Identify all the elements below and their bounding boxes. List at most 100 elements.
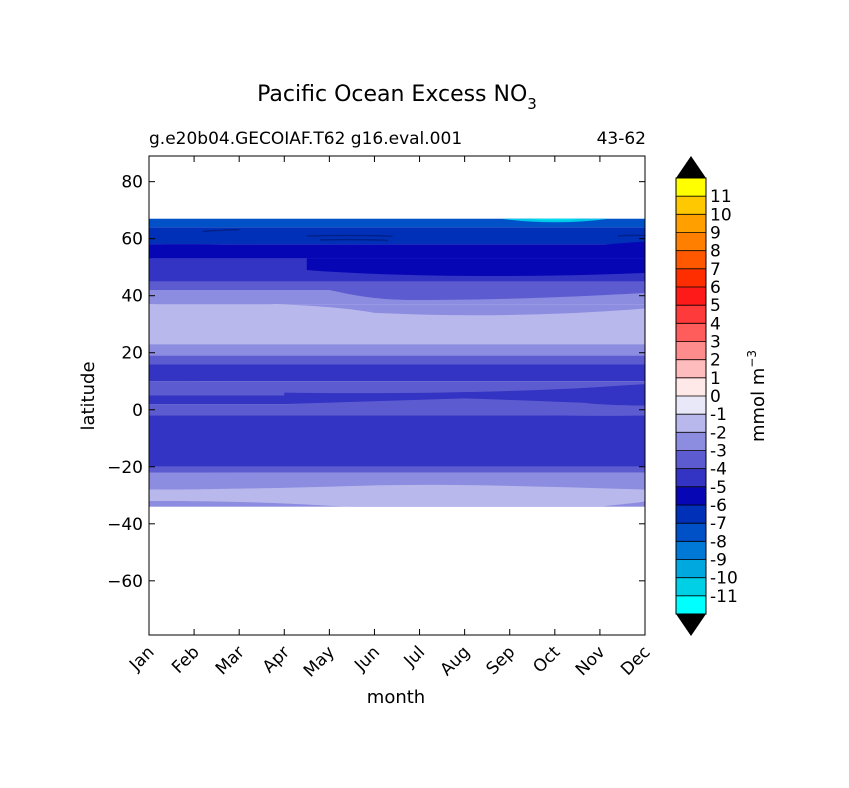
colorbar-swatch bbox=[676, 232, 706, 252]
colorbar-swatch bbox=[676, 523, 706, 542]
contour-detail bbox=[306, 258, 645, 277]
colorbar-swatch bbox=[676, 359, 706, 379]
colorbar-swatch bbox=[676, 432, 706, 451]
contour-line bbox=[617, 234, 646, 237]
x-axis-label: month bbox=[367, 687, 425, 708]
colorbar-swatch bbox=[676, 305, 706, 324]
chart-subtitle-left: g.e20b04.GECOIAF.T62 g16.eval.001 bbox=[149, 129, 462, 149]
colorbar-swatch bbox=[676, 414, 706, 433]
contour-line bbox=[306, 234, 393, 238]
colorbar-swatch bbox=[676, 196, 706, 215]
colorbar-label: mmol m−3 bbox=[745, 350, 769, 442]
colorbar-swatch bbox=[676, 559, 706, 579]
colorbar-swatch bbox=[676, 287, 706, 306]
contour-band bbox=[149, 355, 645, 365]
plot-frame bbox=[148, 155, 646, 636]
colorbar-swatch bbox=[676, 396, 706, 415]
colorbar-tick-label: -6 bbox=[710, 496, 727, 516]
colorbar-tick-label: 10 bbox=[710, 205, 732, 225]
colorbar-swatch bbox=[676, 214, 706, 233]
colorbar-tick-label: -5 bbox=[710, 478, 727, 498]
contour-detail bbox=[284, 384, 645, 396]
y-tick-label: 20 bbox=[121, 344, 143, 364]
y-tick-label: −40 bbox=[107, 515, 143, 535]
colorbar-tick-label: -1 bbox=[710, 405, 727, 425]
y-tick-label: 40 bbox=[121, 287, 143, 307]
y-tick-label: 80 bbox=[121, 173, 143, 193]
contour-detail bbox=[329, 287, 645, 300]
colorbar-swatch bbox=[676, 505, 706, 524]
colorbar-tick-label: -10 bbox=[710, 569, 738, 589]
contour-details bbox=[149, 218, 646, 507]
contour-band bbox=[149, 364, 645, 382]
colorbar-swatch bbox=[676, 595, 706, 615]
contour-detail bbox=[284, 398, 645, 416]
colorbar-tick-label: -7 bbox=[710, 514, 727, 534]
colorbar-swatches bbox=[676, 178, 706, 615]
x-tick-label: Feb bbox=[168, 642, 203, 677]
contour-detail bbox=[149, 484, 645, 507]
y-tick-label: 0 bbox=[132, 401, 143, 421]
contour-detail bbox=[149, 466, 645, 473]
contour-band bbox=[149, 227, 645, 245]
colorbar-swatch bbox=[676, 468, 706, 488]
colorbar-swatch bbox=[676, 377, 706, 397]
x-tick-label: Apr bbox=[259, 642, 294, 677]
y-tick-label: −20 bbox=[107, 458, 143, 478]
x-tick-label: Jan bbox=[125, 642, 158, 675]
colorbar-swatch bbox=[676, 268, 706, 288]
contour-band bbox=[149, 395, 645, 405]
colorbar-tick-label: 1 bbox=[710, 369, 721, 389]
x-tick-label: Dec bbox=[617, 642, 654, 679]
colorbar-tick-label: 2 bbox=[710, 351, 721, 371]
contour-line bbox=[320, 238, 389, 242]
colorbar-swatch bbox=[676, 577, 706, 597]
x-tick-label: Sep bbox=[482, 642, 519, 679]
colorbar-tick-label: 7 bbox=[710, 260, 721, 280]
colorbar-tick-label: -3 bbox=[710, 442, 727, 462]
colorbar-tick-label: -2 bbox=[710, 423, 727, 443]
colorbar-tick-label: -11 bbox=[710, 587, 738, 607]
x-tick-label: Oct bbox=[529, 642, 564, 677]
colorbar-tick-label: 4 bbox=[710, 314, 721, 334]
contour-band bbox=[149, 472, 645, 490]
contour-detail bbox=[581, 402, 645, 406]
colorbar-extend-top bbox=[676, 156, 706, 178]
colorbar-tick-label: 0 bbox=[710, 387, 721, 407]
chart-title: Pacific Ocean Excess NO3 bbox=[257, 82, 537, 113]
x-tick-label: Jun bbox=[350, 642, 384, 676]
colorbar-extend-bottom bbox=[676, 614, 706, 636]
colorbar-tick-label: -8 bbox=[710, 532, 727, 552]
contour-band bbox=[149, 404, 645, 416]
colorbar-tick-label: 8 bbox=[710, 242, 721, 262]
chart-title-subscript: 3 bbox=[527, 95, 537, 113]
colorbar-tick-label: 9 bbox=[710, 224, 721, 244]
colorbar-swatch bbox=[676, 486, 706, 506]
colorbar-swatch bbox=[676, 541, 706, 560]
colorbar-tick-label: -4 bbox=[710, 460, 727, 480]
colorbar-swatch bbox=[676, 250, 706, 270]
contour-detail bbox=[149, 303, 645, 316]
contour-band bbox=[149, 281, 645, 291]
y-tick-label: −60 bbox=[107, 572, 143, 592]
contour-detail bbox=[149, 381, 299, 396]
colorbar-tick-label: 3 bbox=[710, 333, 721, 353]
y-axis-label: latitude bbox=[78, 361, 99, 430]
plot-area bbox=[148, 155, 646, 636]
colorbar-swatch bbox=[676, 341, 706, 361]
colorbar-tick-label: 11 bbox=[710, 187, 732, 207]
contour-line bbox=[203, 228, 240, 233]
colorbar-frame bbox=[675, 177, 707, 615]
colorbar-label-superscript: −3 bbox=[745, 350, 759, 368]
contour-detail bbox=[527, 218, 582, 221]
colorbar-tick-label: -9 bbox=[710, 551, 727, 571]
x-tick-label: Nov bbox=[572, 642, 610, 680]
x-tick-label: Aug bbox=[437, 642, 475, 680]
contour-band bbox=[149, 218, 645, 228]
y-tick-label: 60 bbox=[121, 230, 143, 250]
colorbar-tick-label: 5 bbox=[710, 296, 721, 316]
contour-detail bbox=[149, 241, 645, 259]
